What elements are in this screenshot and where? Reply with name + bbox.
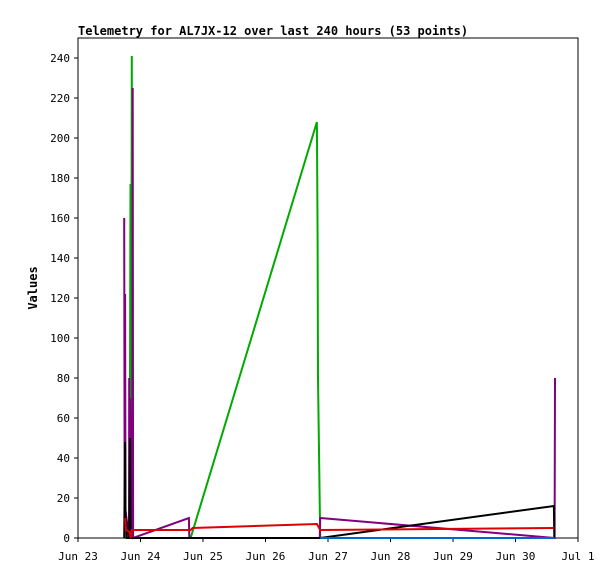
x-axis: Jun 23 Jun 24 Jun 25 Jun 26 Jun 27 Jun 28 Jun … [58,538,595,563]
y-tick-label: 160 [50,212,70,225]
x-tick-label: Jun 27 [308,550,348,563]
y-tick-label: 100 [50,332,70,345]
y-tick-label: 120 [50,292,70,305]
y-tick-label: 20 [57,492,70,505]
y-tick-label: 80 [57,372,70,385]
x-tick-label: Jul 1 [561,550,594,563]
x-tick-label: Jun 26 [246,550,286,563]
y-tick-label: 220 [50,92,70,105]
series-line-4 [124,517,554,539]
x-tick-label: Jun 30 [496,550,536,563]
y-tick-label: 240 [50,52,70,65]
y-tick-label: 140 [50,252,70,265]
y-tick-label: 0 [63,532,70,545]
x-tick-label: Jun 29 [433,550,473,563]
chart-title: Telemetry for AL7JX-12 over last 240 hou… [78,24,468,38]
x-tick-label: Jun 23 [58,550,98,563]
y-tick-label: 200 [50,132,70,145]
y-axis: 0 20 40 60 80 100 120 140 160 180 200 220 240 [50,52,78,545]
y-tick-label: 180 [50,172,70,185]
series-layer [123,55,556,540]
x-tick-label: Jun 28 [371,550,411,563]
x-tick-label: Jun 24 [121,550,161,563]
y-axis-label: Values [26,266,40,309]
plot-area [77,37,579,539]
x-tick-label: Jun 25 [183,550,223,563]
y-tick-label: 60 [57,412,70,425]
y-tick-label: 40 [57,452,70,465]
